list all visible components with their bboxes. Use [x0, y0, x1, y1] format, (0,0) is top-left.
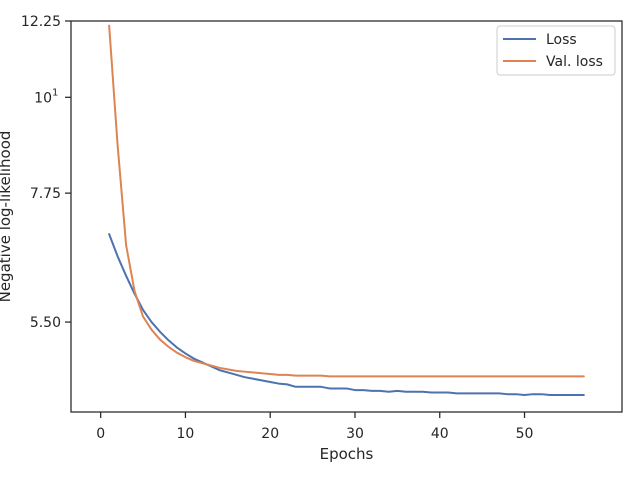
y-axis: 12.25 10 1 7.75 5.50: [21, 14, 71, 331]
y-tick-exponent: 1: [52, 87, 58, 98]
y-tick-label: 10: [34, 90, 52, 106]
x-axis: 0 10 20 30 40 50: [96, 412, 533, 442]
x-tick-label: 30: [346, 426, 364, 442]
x-tick-label: 40: [431, 426, 449, 442]
x-axis-label: Epochs: [320, 445, 374, 463]
x-tick-label: 0: [96, 426, 105, 442]
y-tick-label: 7.75: [30, 186, 61, 202]
x-tick-label: 20: [261, 426, 279, 442]
legend-label-val-loss: Val. loss: [546, 54, 603, 70]
legend: Loss Val. loss: [496, 25, 616, 76]
series-line-loss: [108, 233, 585, 397]
y-axis-label: Negative log-likelihood: [0, 131, 14, 303]
y-tick-label: 5.50: [30, 315, 61, 331]
series-line-val-loss: [108, 24, 585, 378]
series-layer: [108, 24, 585, 397]
legend-label-loss: Loss: [546, 32, 577, 48]
x-tick-label: 50: [516, 426, 534, 442]
y-tick-label: 12.25: [21, 14, 61, 30]
x-tick-label: 10: [177, 426, 195, 442]
plot-frame: [70, 20, 623, 413]
